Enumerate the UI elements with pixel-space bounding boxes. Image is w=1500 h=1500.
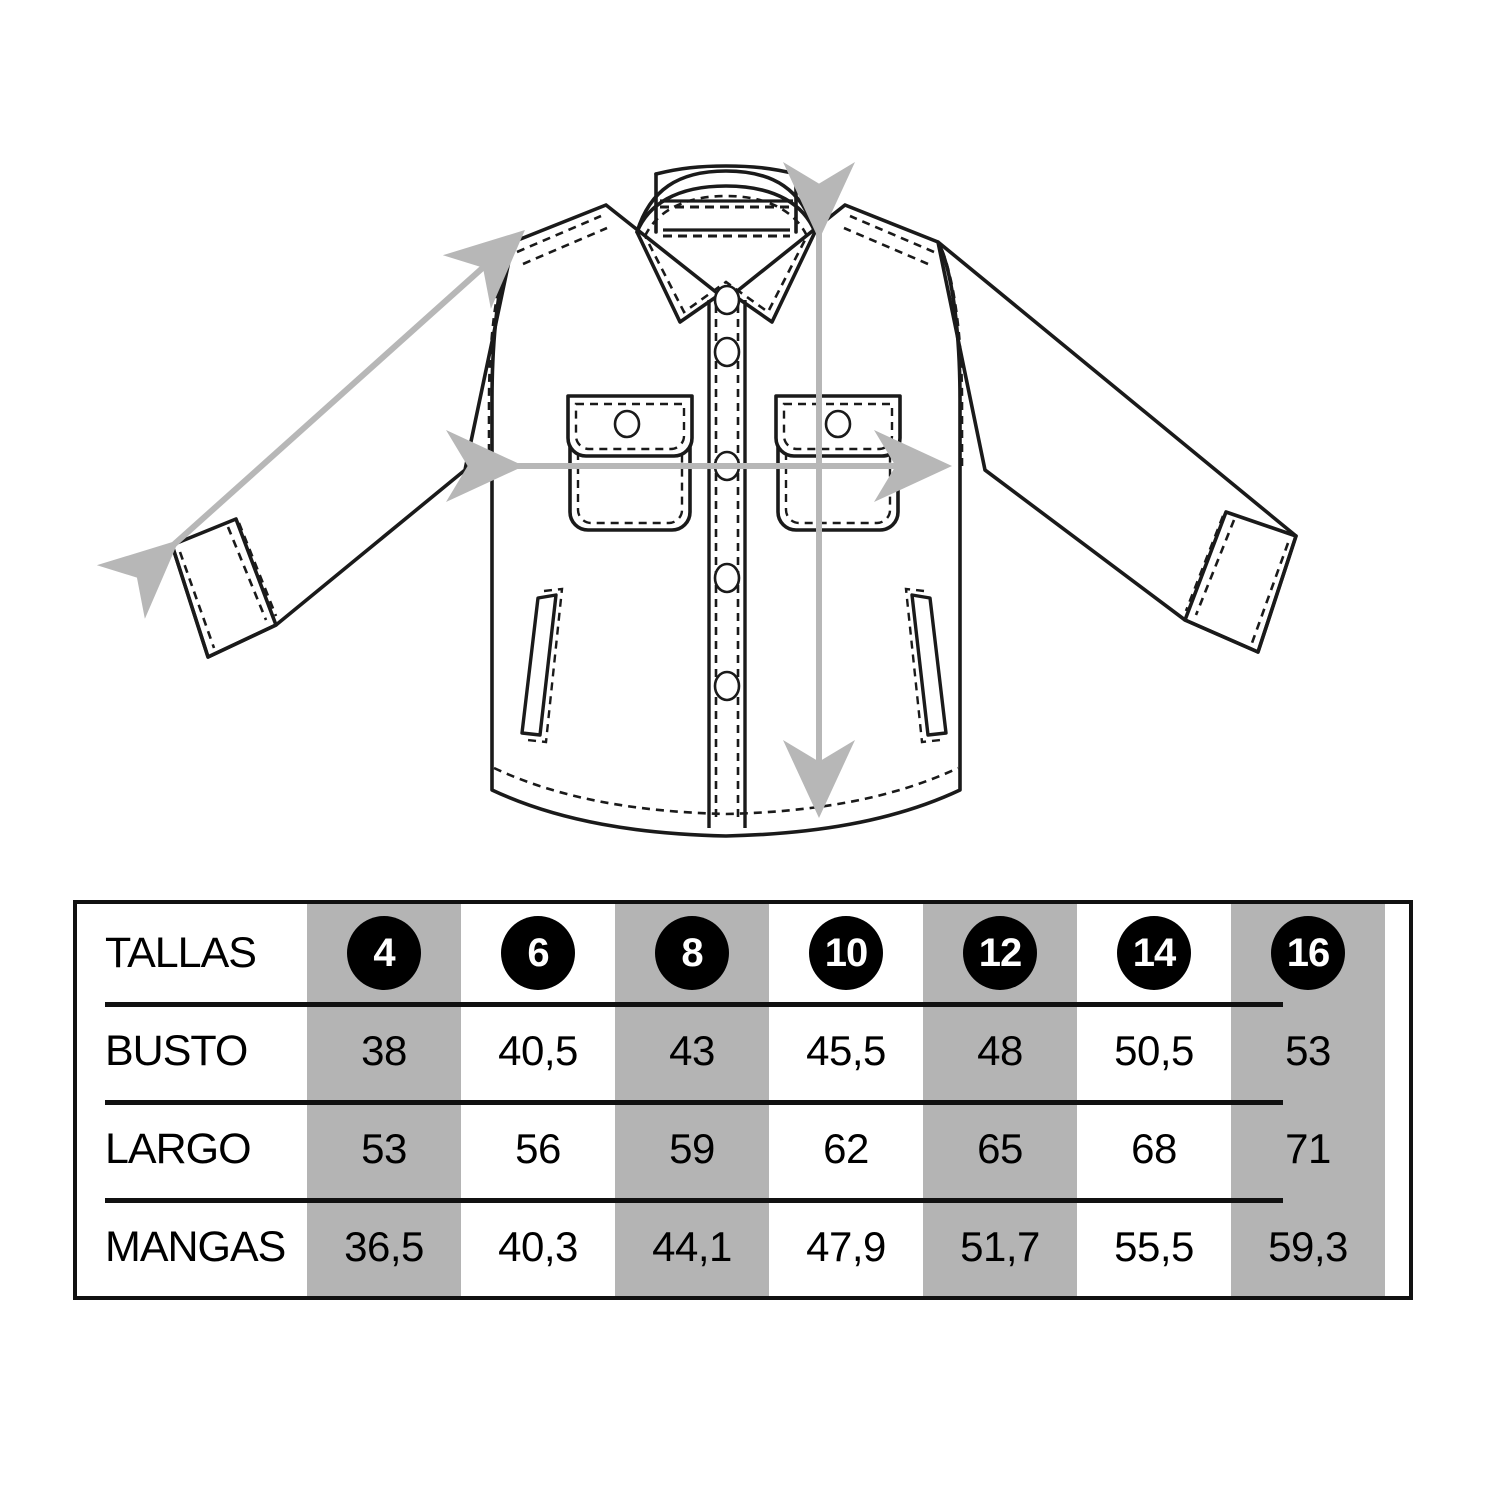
size-badge-10[interactable]: 10 (809, 916, 883, 990)
size-badge-6[interactable]: 6 (501, 916, 575, 990)
size-cell-5: 14 (1077, 904, 1231, 1002)
mangas-row-spacer (1385, 1198, 1409, 1296)
busto-value-4: 38 (361, 1027, 407, 1074)
snap-buttons (713, 284, 741, 702)
garment-outline (170, 164, 1298, 838)
collar-stitching (660, 205, 793, 238)
front-placket (707, 300, 747, 828)
row-header-mangas: MANGAS (105, 1222, 286, 1271)
mangas-value-10: 47,9 (806, 1223, 886, 1270)
size-badge-16[interactable]: 16 (1271, 916, 1345, 990)
row-header-tallas: TALLAS (105, 928, 257, 977)
welt-pocket-left (520, 587, 564, 744)
busto-value-6: 40,5 (498, 1027, 578, 1074)
busto-value-8: 43 (669, 1027, 715, 1074)
size-cell-0: 4 (307, 904, 461, 1002)
busto-value-10: 45,5 (806, 1027, 886, 1074)
row-divider-3 (105, 1198, 1283, 1203)
busto-row-spacer (1385, 1002, 1409, 1100)
mangas-value-8: 44,1 (652, 1223, 732, 1270)
largo-value-4: 53 (361, 1125, 407, 1172)
busto-value-16: 53 (1285, 1027, 1331, 1074)
sleeve-length-arrow (96, 229, 525, 619)
size-badge-14[interactable]: 14 (1117, 916, 1191, 990)
largo-value-14: 68 (1131, 1125, 1177, 1172)
placket-stitch (714, 305, 740, 822)
garment-technical-drawing (96, 162, 1298, 838)
size-cell-3: 10 (769, 904, 923, 1002)
row-divider-2 (105, 1100, 1283, 1105)
size-cell-4: 12 (923, 904, 1077, 1002)
largo-value-8: 59 (669, 1125, 715, 1172)
size-cell-2: 8 (615, 904, 769, 1002)
mangas-value-4: 36,5 (344, 1223, 424, 1270)
size-cell-1: 6 (461, 904, 615, 1002)
mangas-value-14: 55,5 (1114, 1223, 1194, 1270)
table-grid: TALLAS 4 6 8 10 12 14 16 BUSTO 38 40,5 4… (77, 904, 1409, 1296)
collar-edge-stitch (643, 194, 809, 314)
size-badge-8[interactable]: 8 (655, 916, 729, 990)
largo-value-10: 62 (823, 1125, 869, 1172)
largo-row-spacer (1385, 1100, 1409, 1198)
mangas-value-16: 59,3 (1268, 1223, 1348, 1270)
mangas-value-12: 51,7 (960, 1223, 1040, 1270)
welt-pocket-right (904, 587, 948, 744)
row-header-largo: LARGO (105, 1124, 252, 1173)
size-badge-4[interactable]: 4 (347, 916, 421, 990)
largo-value-6: 56 (515, 1125, 561, 1172)
size-badge-12[interactable]: 12 (963, 916, 1037, 990)
row-divider-1 (105, 1002, 1283, 1007)
header-row-spacer (1385, 904, 1409, 1002)
largo-value-16: 71 (1285, 1125, 1331, 1172)
mangas-value-6: 40,3 (498, 1223, 578, 1270)
row-header-busto: BUSTO (105, 1026, 248, 1075)
measurement-arrows (96, 162, 952, 818)
busto-value-12: 48 (977, 1027, 1023, 1074)
size-cell-6: 16 (1231, 904, 1385, 1002)
hem-stitch (493, 766, 959, 816)
size-table: TALLAS 4 6 8 10 12 14 16 BUSTO 38 40,5 4… (73, 900, 1413, 1300)
shoulder-yoke-stitch (516, 214, 935, 266)
largo-value-12: 65 (977, 1125, 1023, 1172)
busto-value-14: 50,5 (1114, 1027, 1194, 1074)
